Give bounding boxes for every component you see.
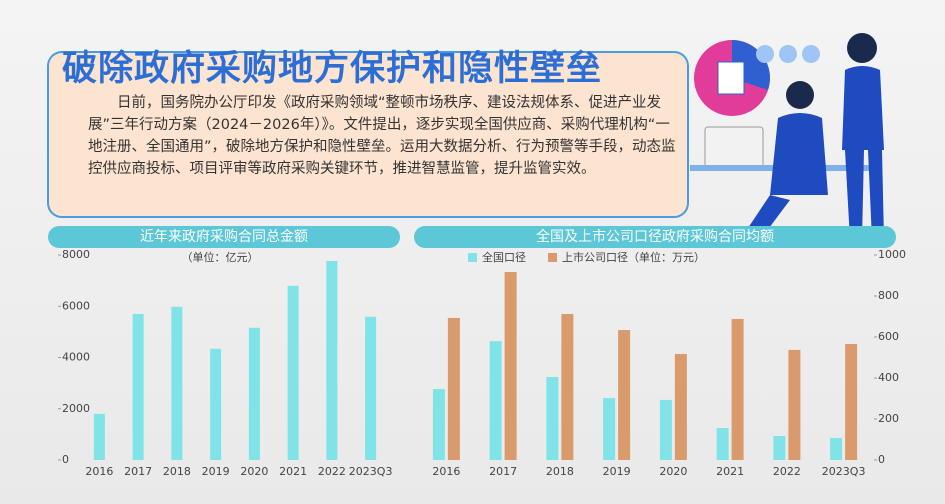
y-tick-label: 0 bbox=[62, 453, 69, 466]
y-tick-label: 6000 bbox=[62, 299, 90, 312]
x-tick-label: 2023Q3 bbox=[349, 465, 393, 478]
chart-title: 近年来政府采购合同总金额 bbox=[140, 229, 308, 245]
x-tick-label: 2020 bbox=[240, 465, 268, 478]
chart-subtitle: （单位：万元） bbox=[628, 250, 705, 264]
bar bbox=[489, 341, 502, 460]
y-tick-label: 0 bbox=[878, 453, 885, 466]
bar bbox=[432, 389, 445, 460]
bar bbox=[773, 436, 786, 460]
x-tick-label: 2021 bbox=[279, 465, 307, 478]
text-panel bbox=[47, 51, 689, 218]
x-tick-label: 2016 bbox=[85, 465, 113, 478]
bar bbox=[845, 343, 858, 460]
bar bbox=[659, 399, 672, 460]
bar bbox=[132, 313, 144, 460]
x-tick-label: 2021 bbox=[716, 465, 744, 478]
x-tick-label: 2018 bbox=[163, 465, 191, 478]
bar bbox=[326, 260, 338, 460]
bar bbox=[830, 438, 843, 460]
y-tick-label: 600 bbox=[878, 330, 899, 343]
bar bbox=[210, 348, 222, 460]
x-tick-label: 2016 bbox=[432, 465, 460, 478]
bar bbox=[447, 317, 460, 460]
legend-swatch bbox=[468, 253, 477, 262]
chart-subtitle: （单位：亿元） bbox=[182, 250, 259, 264]
y-tick-label: 2000 bbox=[62, 402, 90, 415]
x-tick-label: 2019 bbox=[603, 465, 631, 478]
bar bbox=[365, 316, 377, 460]
y-tick-label: 1000 bbox=[878, 248, 906, 261]
bar bbox=[561, 314, 574, 460]
bar bbox=[716, 428, 729, 460]
y-tick-label: 4000 bbox=[62, 351, 90, 364]
bar bbox=[788, 349, 801, 460]
x-tick-label: 2017 bbox=[124, 465, 152, 478]
x-tick-label: 2018 bbox=[546, 465, 574, 478]
bar bbox=[546, 376, 559, 460]
bar bbox=[603, 398, 616, 460]
bar bbox=[504, 272, 517, 460]
y-tick-label: 400 bbox=[878, 371, 899, 384]
chart-header-bg bbox=[414, 226, 896, 248]
legend-label: 全国口径 bbox=[482, 250, 526, 264]
page-title: 破除政府采购地方保护和隐性壁垒 bbox=[62, 49, 603, 89]
bar bbox=[674, 354, 687, 460]
y-tick-label: 8000 bbox=[62, 248, 90, 261]
bar bbox=[93, 413, 105, 460]
x-tick-label: 2022 bbox=[773, 465, 801, 478]
legend-swatch bbox=[548, 253, 557, 262]
bar bbox=[171, 306, 183, 460]
x-tick-label: 2019 bbox=[202, 465, 230, 478]
chart-header-bg bbox=[48, 226, 400, 248]
bar bbox=[618, 330, 631, 460]
bar bbox=[731, 318, 744, 460]
y-tick-label: 800 bbox=[878, 289, 899, 302]
legend-label: 上市公司口径 bbox=[562, 250, 628, 264]
bar bbox=[248, 327, 260, 460]
illustration bbox=[690, 33, 884, 240]
x-tick-label: 2017 bbox=[489, 465, 517, 478]
body-text: 日前，国务院办公厅印发《政府采购领域“整顿市场秩序、建设法规体系、促进产业发展”… bbox=[88, 95, 676, 177]
x-tick-label: 2020 bbox=[659, 465, 687, 478]
x-tick-label: 2023Q3 bbox=[822, 465, 866, 478]
y-tick-label: 200 bbox=[878, 412, 899, 425]
chart-title: 全国及上市公司口径政府采购合同均额 bbox=[536, 228, 774, 245]
bar bbox=[287, 285, 299, 460]
x-tick-label: 2022 bbox=[318, 465, 346, 478]
